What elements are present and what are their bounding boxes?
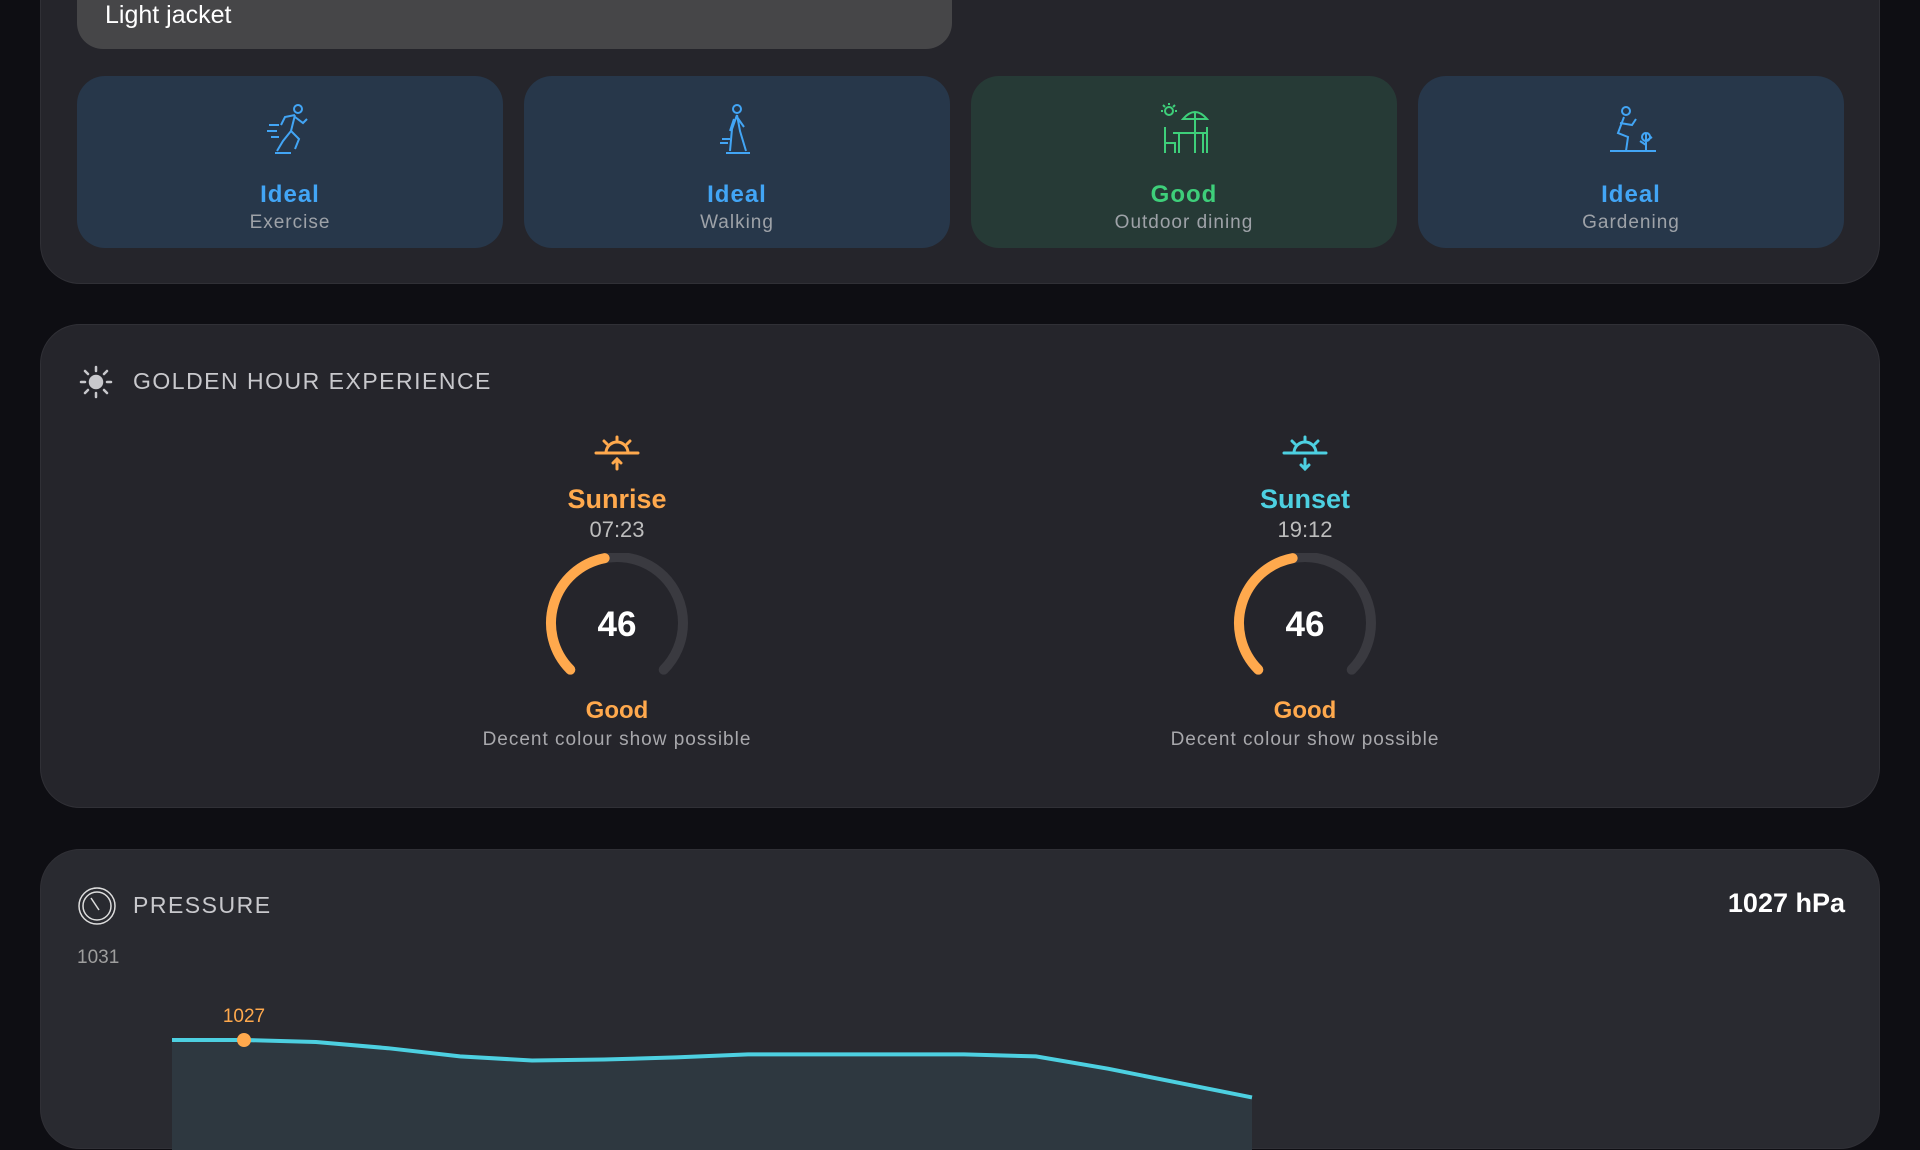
activity-walking[interactable]: Ideal Walking (524, 76, 950, 248)
card-title: GOLDEN HOUR EXPERIENCE (133, 368, 492, 394)
sunset-description: Decent colour show possible (1170, 729, 1440, 750)
sunset-score: 46 (1285, 605, 1325, 644)
marker-label: 1027 (223, 1006, 265, 1027)
card-title: PRESSURE (133, 892, 272, 918)
activity-status: Ideal (1601, 181, 1661, 208)
running-icon (267, 104, 308, 154)
sunset-time: 19:12 (1277, 517, 1333, 542)
activity-label: Outdoor dining (1114, 212, 1254, 233)
sunset-icon (1282, 435, 1328, 472)
sunset-column: Sunset 19:12 46 Good Decent colour show … (1105, 435, 1505, 751)
outdoor-dining-icon (1161, 103, 1210, 153)
clothing-text: Light jacket (105, 1, 232, 29)
activity-status: Good (1150, 181, 1218, 208)
golden-hour-card: GOLDEN HOUR EXPERIENCE Sunrise 07:23 46 … (40, 324, 1880, 808)
activity-label: Exercise (249, 212, 331, 233)
pressure-line (172, 1038, 1253, 1100)
sunrise-description: Decent colour show possible (482, 729, 752, 750)
activity-label: Walking (700, 212, 774, 233)
sunset-label: Sunset (1259, 484, 1351, 514)
sunrise-gauge: 46 (537, 552, 697, 693)
gauge-icon (78, 887, 116, 925)
activity-label: Gardening (1582, 212, 1680, 233)
sunrise-label: Sunrise (567, 484, 667, 514)
sunset-gauge: 46 (1225, 552, 1385, 693)
gauge-fill (546, 553, 610, 675)
sunset-quality: Good (1273, 697, 1337, 724)
sunrise-time: 07:23 (589, 517, 645, 542)
pressure-marker (237, 1033, 251, 1047)
sunrise-score: 46 (597, 605, 637, 644)
walking-icon (720, 104, 750, 154)
pressure-current: 1027 hPa (1727, 888, 1845, 918)
activity-gardening[interactable]: Ideal Gardening (1418, 76, 1844, 248)
recommendations-card: Light jacket Ideal Exercise Ideal Walkin… (40, 0, 1880, 284)
sun-icon (79, 365, 113, 399)
activity-status: Ideal (707, 181, 767, 208)
clothing-recommendation: Light jacket (77, 0, 952, 49)
sunrise-icon (594, 435, 640, 471)
activity-exercise[interactable]: Ideal Exercise (77, 76, 503, 248)
gardening-icon (1610, 106, 1656, 152)
y-axis-max: 1031 (77, 947, 120, 968)
gauge-fill (1234, 553, 1298, 675)
activity-outdoor-dining[interactable]: Good Outdoor dining (971, 76, 1397, 248)
sunrise-column: Sunrise 07:23 46 Good Decent colour show… (417, 435, 817, 751)
activity-status: Ideal (260, 181, 320, 208)
pressure-chart: 1027 (172, 1006, 1253, 1150)
pressure-card: PRESSURE 1027 hPa 1031 1027 (40, 849, 1880, 1150)
sunrise-quality: Good (585, 697, 649, 724)
